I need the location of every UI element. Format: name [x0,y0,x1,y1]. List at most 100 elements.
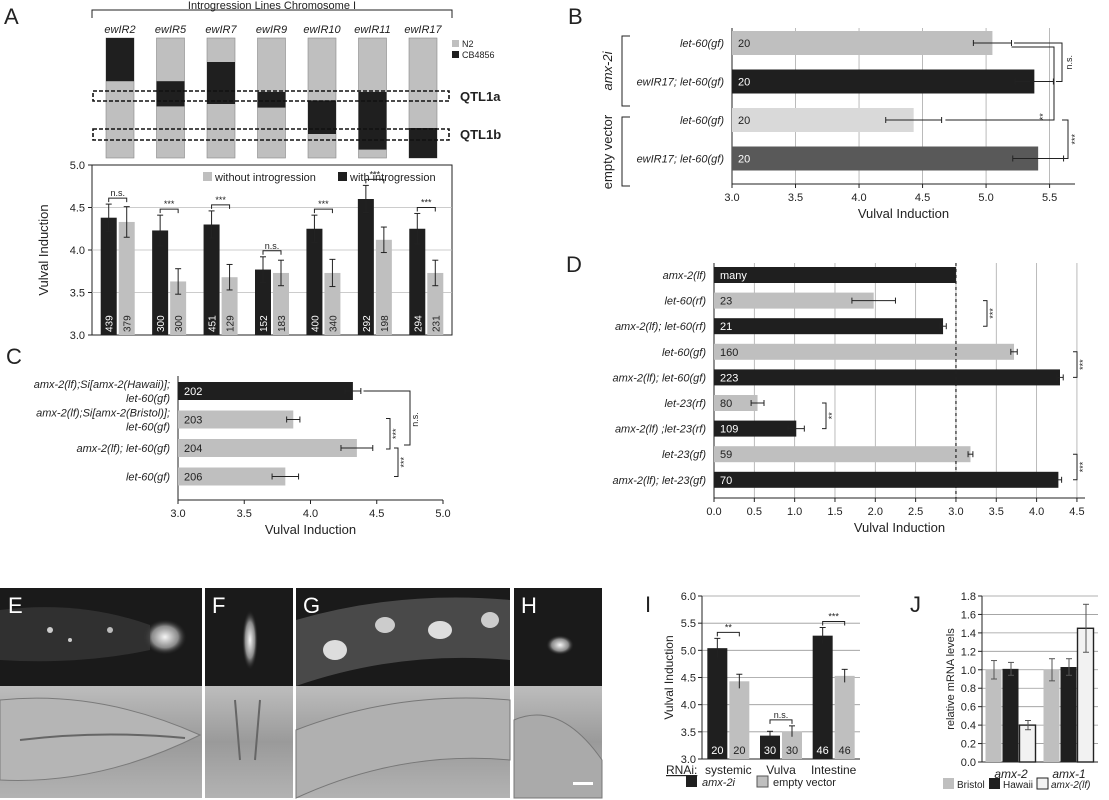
bar-with [306,228,323,335]
significance-label: *** [370,169,381,179]
line-label: ewIR7 [205,24,237,36]
panel-letter-e: E [8,593,23,618]
y-tick-label: 6.0 [681,591,696,603]
category-label: amx-2(lf); let-60(rf) [615,321,706,333]
bar [732,108,914,132]
chart-i: 3.0 3.5 4.0 4.5 5.0 5.5 6.0 Vulval Induction 20 2… [662,591,860,789]
qtl-label: QTL1a [460,89,501,104]
y-tick-label: 0.0 [961,757,976,769]
y-tick-label: 1.8 [961,591,976,603]
n-label: 80 [720,398,732,410]
y-tick-label: 0.2 [961,739,976,751]
n-label: 451 [208,315,219,332]
significance-bracket [716,631,740,637]
category-label: let-60(gf) [126,472,170,484]
bar [178,467,286,486]
introgression-segment [257,92,286,108]
x-tick-label: 4.0 [851,192,866,204]
significance-label: n.s. [774,710,789,720]
significance-bracket [262,250,282,255]
significance-label: *** [421,197,432,207]
category-label: let-23(rf) [664,398,706,410]
n-label: 109 [720,424,738,436]
x-tick-label: 4.5 [1069,506,1084,518]
rnai-label: RNAi: [666,763,697,777]
x-axis-label: Vulval Induction [265,522,356,537]
group-label-empty-vector: empty vector [600,114,615,189]
x-axis-label: Vulval Induction [858,206,949,221]
qtl-label: QTL1b [460,127,501,142]
legend-n2: N2 [462,39,474,49]
y-tick-label: 0.8 [961,683,976,695]
bar-empty-vector [782,731,802,759]
significance-bracket [365,178,385,184]
category-label: let-60(gf) [126,422,170,434]
significance-bracket [211,204,231,209]
legend-label: Hawaii [1003,780,1033,791]
category-label: let-60(rf) [664,296,706,308]
significance-label: *** [1070,134,1080,145]
panel-letter-a: A [4,4,19,29]
y-tick-label: 1.2 [961,646,976,658]
significance-label: n.s. [410,412,420,427]
n-label: 30 [764,745,776,757]
category-label: Intestine [811,763,857,777]
bar-without [375,239,392,335]
significance-label: *** [828,612,839,622]
bar-with [152,230,169,335]
group-bracket [621,35,630,107]
n-label: 30 [786,745,798,757]
significance-bracket [1073,351,1078,378]
category-label: let-60(gf) [680,115,724,127]
x-tick-label: 2.5 [908,506,923,518]
bar [732,69,1035,94]
n-label: many [720,270,747,282]
significance-bracket [1014,42,1063,82]
significance-label: *** [399,457,409,468]
legend-swatch-without [203,172,212,181]
legend-cb4856: CB4856 [462,50,495,60]
y-tick-label: 4.0 [681,700,696,712]
bar [732,31,993,55]
legend-swatch-amx2i [686,776,697,787]
chromosome-bar [307,37,337,159]
category-label: systemic [705,763,752,777]
bar-with [255,269,271,335]
category-label: amx-2 [994,767,1028,781]
category-label: ewIR17; let-60(gf) [637,154,725,166]
bar-amx2i [760,735,780,759]
significance-label: ** [725,622,733,632]
introgression-segment [156,81,185,107]
x-tick-label: 3.0 [724,192,739,204]
x-tick-label: 5.5 [1042,192,1057,204]
n-label: 439 [105,315,116,332]
line-label: ewIR10 [303,24,341,36]
chart-j: 0.0 0.2 0.4 0.6 0.8 1.0 1.2 1.4 1.6 1.8 relative m… [943,591,1098,791]
panel-letter-b: B [568,4,583,29]
bar [714,292,874,309]
bar-without [170,281,187,335]
panel-letter-h: H [521,593,537,618]
bar-empty-vector [729,681,750,759]
line-label: ewIR11 [354,24,390,36]
significance-bracket [822,621,846,626]
y-tick-label: 4.5 [70,203,85,215]
significance-label: *** [215,195,226,205]
significance-label: n.s. [1064,55,1074,70]
bar [985,669,1002,762]
n-label: 20 [711,745,723,757]
group-label-amx2i: amx-2i [600,50,615,90]
n-label: 206 [184,472,202,484]
y-tick-label: 5.0 [70,160,85,172]
legend-without: without introgression [214,172,316,184]
y-tick-label: 3.0 [681,754,696,766]
significance-bracket [159,208,179,214]
significance-bracket [1073,453,1078,481]
bar [1060,667,1077,762]
significance-label: n.s. [110,188,125,198]
n-label: 160 [720,347,738,359]
qtl-box [92,128,450,141]
n-label: 20 [738,115,750,127]
x-tick-label: 4.0 [1029,506,1044,518]
